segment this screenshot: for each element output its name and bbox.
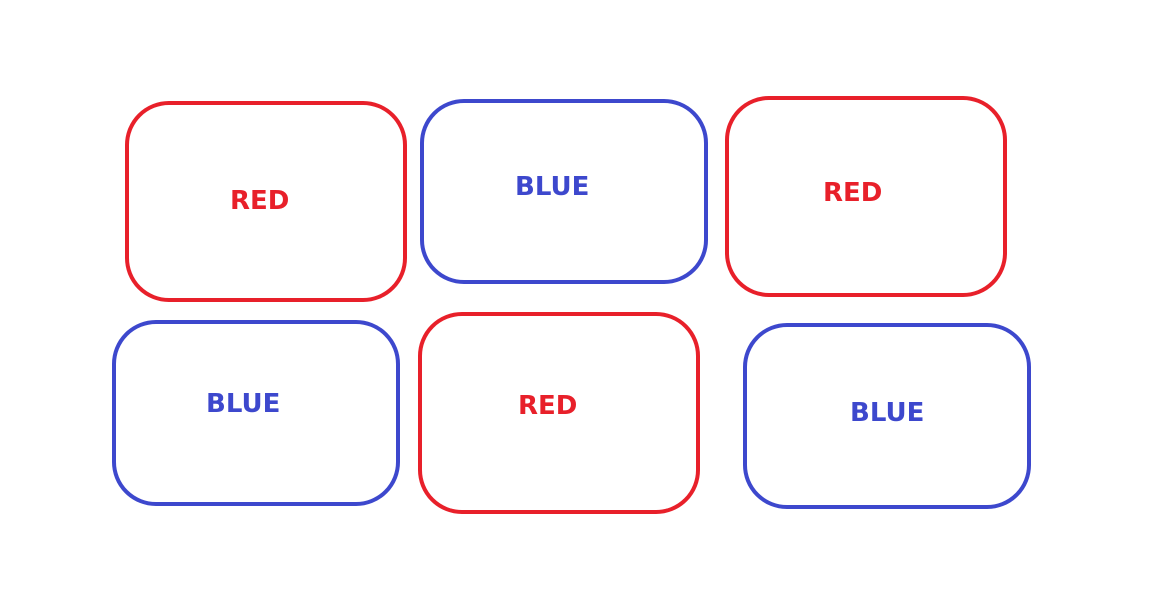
- box-label: RED: [230, 186, 290, 216]
- box-label: BLUE: [850, 398, 925, 428]
- box-label: RED: [823, 178, 883, 208]
- box-label: RED: [518, 391, 578, 421]
- box-blue-top-middle: [420, 99, 708, 284]
- box-red-top-right: [725, 96, 1007, 297]
- box-red-top-left: [125, 101, 407, 302]
- box-label: BLUE: [206, 389, 281, 419]
- box-red-bottom-middle: [418, 312, 700, 514]
- box-label: BLUE: [515, 172, 590, 202]
- box-blue-bottom-right: [743, 323, 1031, 509]
- box-blue-bottom-left: [112, 320, 400, 506]
